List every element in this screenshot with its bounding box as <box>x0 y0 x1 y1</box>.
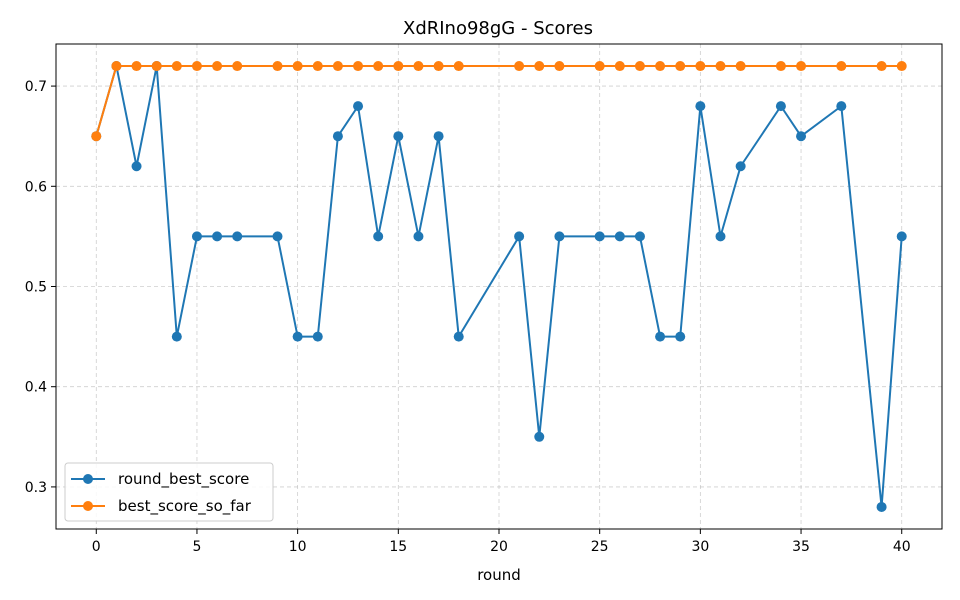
x-tick-label: 35 <box>792 539 810 555</box>
y-tick-label: 0.7 <box>25 79 47 95</box>
data-point <box>896 61 907 72</box>
y-tick-label: 0.6 <box>25 179 47 195</box>
x-tick-label: 40 <box>893 539 911 555</box>
data-point <box>353 61 364 72</box>
data-point <box>514 61 525 72</box>
data-point <box>171 331 182 342</box>
x-tick-label: 10 <box>289 539 307 555</box>
data-point <box>655 61 666 72</box>
data-point <box>393 131 404 142</box>
data-point <box>373 231 384 242</box>
x-tick-label: 0 <box>92 539 101 555</box>
data-point <box>735 61 746 72</box>
data-point <box>272 61 283 72</box>
data-point <box>534 431 545 442</box>
data-point <box>876 501 887 512</box>
legend-swatch-marker <box>83 474 93 484</box>
data-point <box>614 61 625 72</box>
data-point <box>373 61 384 72</box>
data-point <box>272 231 283 242</box>
series-layer <box>91 61 907 512</box>
data-point <box>413 61 424 72</box>
data-point <box>453 331 464 342</box>
data-point <box>191 231 202 242</box>
x-tick-label: 15 <box>389 539 407 555</box>
data-point <box>353 101 364 112</box>
data-point <box>534 61 545 72</box>
data-point <box>796 61 807 72</box>
data-point <box>675 331 686 342</box>
x-tick-label: 20 <box>490 539 508 555</box>
data-point <box>232 231 243 242</box>
data-point <box>634 231 645 242</box>
legend-item: best_score_so_far <box>71 497 252 516</box>
data-point <box>212 231 223 242</box>
data-point <box>433 131 444 142</box>
data-point <box>836 61 847 72</box>
data-point <box>695 61 706 72</box>
x-axis-label: round <box>477 566 521 584</box>
data-point <box>433 61 444 72</box>
data-point <box>292 331 303 342</box>
data-point <box>191 61 202 72</box>
data-point <box>131 161 142 172</box>
data-point <box>715 231 726 242</box>
data-point <box>554 231 565 242</box>
data-point <box>453 61 464 72</box>
chart-title: XdRIno98gG - Scores <box>403 18 593 39</box>
data-point <box>413 231 424 242</box>
data-point <box>312 61 323 72</box>
data-point <box>775 101 786 112</box>
y-tick-label: 0.3 <box>25 480 47 496</box>
plot-frame <box>55 43 943 530</box>
data-point <box>232 61 243 72</box>
x-tick-label: 25 <box>591 539 609 555</box>
data-point <box>212 61 223 72</box>
series-best_score_so_far <box>91 61 907 142</box>
data-point <box>695 101 706 112</box>
data-point <box>896 231 907 242</box>
data-point <box>91 131 102 142</box>
data-point <box>514 231 525 242</box>
series-line <box>95 65 902 137</box>
data-point <box>312 331 323 342</box>
data-point <box>614 231 625 242</box>
legend-item: round_best_score <box>71 470 249 489</box>
data-point <box>775 61 786 72</box>
data-point <box>594 61 605 72</box>
data-point <box>111 61 122 72</box>
axes: 0 5 10 15 20 25 30 35 40 0.3 0.4 0.5 0.6 0.7 <box>25 79 911 555</box>
data-point <box>131 61 142 72</box>
data-point <box>554 61 565 72</box>
data-point <box>715 61 726 72</box>
legend-swatch-marker <box>83 501 93 511</box>
series-line <box>95 65 903 508</box>
data-point <box>735 161 746 172</box>
data-point <box>876 61 887 72</box>
data-point <box>836 101 847 112</box>
data-point <box>594 231 605 242</box>
x-tick-label: 30 <box>691 539 709 555</box>
x-tick-label: 5 <box>192 539 201 555</box>
legend-label: best_score_so_far <box>118 497 252 516</box>
data-point <box>151 61 162 72</box>
legend-label: round_best_score <box>118 470 249 489</box>
y-tick-label: 0.4 <box>25 380 47 396</box>
data-point <box>292 61 303 72</box>
data-point <box>332 61 343 72</box>
legend-box <box>64 462 274 522</box>
data-point <box>634 61 645 72</box>
data-point <box>675 61 686 72</box>
data-point <box>655 331 666 342</box>
y-tick-label: 0.5 <box>25 280 47 296</box>
data-point <box>796 131 807 142</box>
data-point <box>171 61 182 72</box>
legend: round_best_score best_score_so_far <box>64 462 274 522</box>
data-point <box>393 61 404 72</box>
data-point <box>332 131 343 142</box>
